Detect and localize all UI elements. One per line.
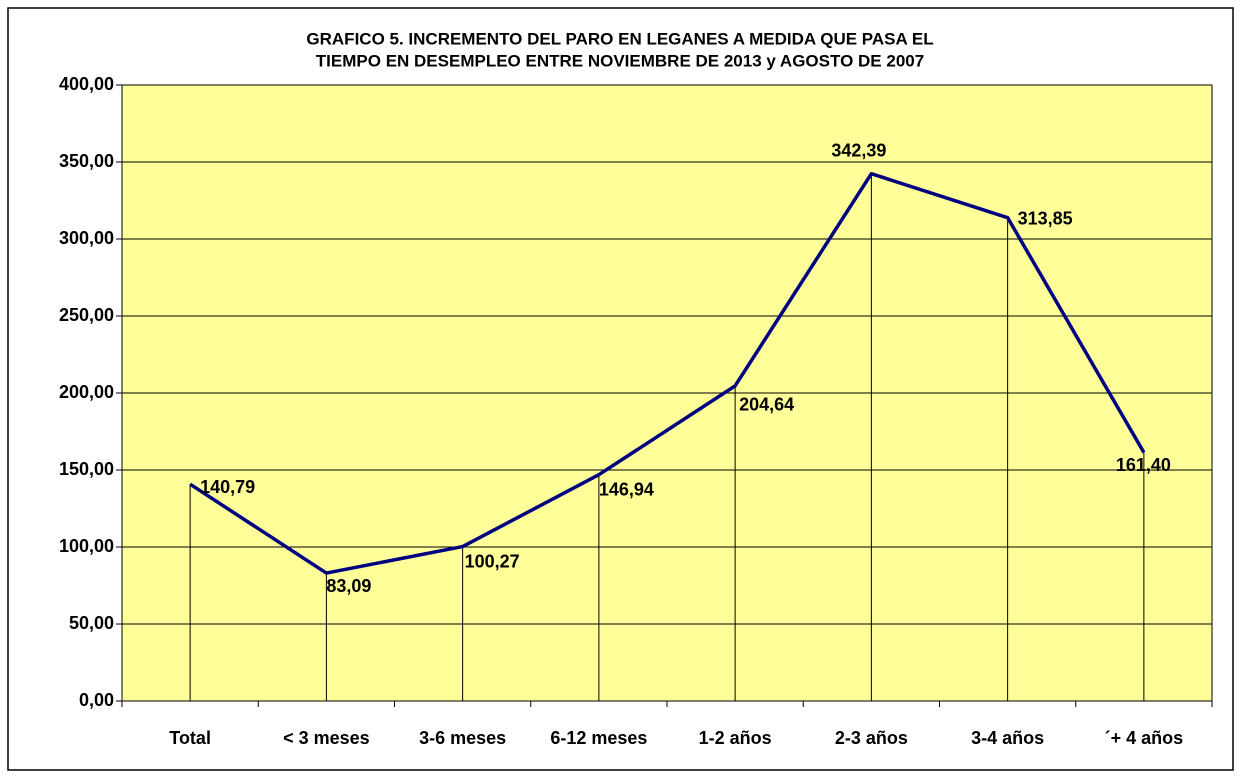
y-tick-label: 250,00 bbox=[59, 305, 114, 325]
data-label: 83,09 bbox=[326, 576, 371, 596]
x-tick-label: 3-4 años bbox=[971, 728, 1044, 748]
data-line bbox=[189, 171, 1146, 575]
y-tick-label: 400,00 bbox=[59, 74, 114, 94]
data-label: 342,39 bbox=[831, 140, 886, 160]
data-label: 140,79 bbox=[200, 477, 255, 497]
data-label: 100,27 bbox=[465, 551, 520, 571]
y-tick-label: 200,00 bbox=[59, 382, 114, 402]
data-label: 313,85 bbox=[1018, 208, 1073, 228]
y-tick-label: 0,00 bbox=[79, 690, 114, 710]
x-tick-label: 1-2 años bbox=[699, 728, 772, 748]
y-tick-label: 50,00 bbox=[69, 613, 114, 633]
chart-title: TIEMPO EN DESEMPLEO ENTRE NOVIEMBRE DE 2… bbox=[316, 51, 924, 70]
y-tick-label: 150,00 bbox=[59, 459, 114, 479]
data-label: 146,94 bbox=[599, 479, 654, 499]
x-tick-label: 6-12 meses bbox=[550, 728, 647, 748]
y-tick-label: 300,00 bbox=[59, 228, 114, 248]
y-tick-label: 350,00 bbox=[59, 151, 114, 171]
y-tick-label: 100,00 bbox=[59, 536, 114, 556]
chart-title: GRAFICO 5. INCREMENTO DEL PARO EN LEGANE… bbox=[306, 29, 933, 48]
data-label: 161,40 bbox=[1116, 455, 1171, 475]
x-tick-label: ´+ 4 años bbox=[1105, 728, 1184, 748]
x-tick-label: Total bbox=[169, 728, 211, 748]
x-tick-label: 3-6 meses bbox=[419, 728, 506, 748]
x-tick-label: < 3 meses bbox=[283, 728, 370, 748]
x-tick-label: 2-3 años bbox=[835, 728, 908, 748]
data-label: 204,64 bbox=[739, 395, 794, 415]
